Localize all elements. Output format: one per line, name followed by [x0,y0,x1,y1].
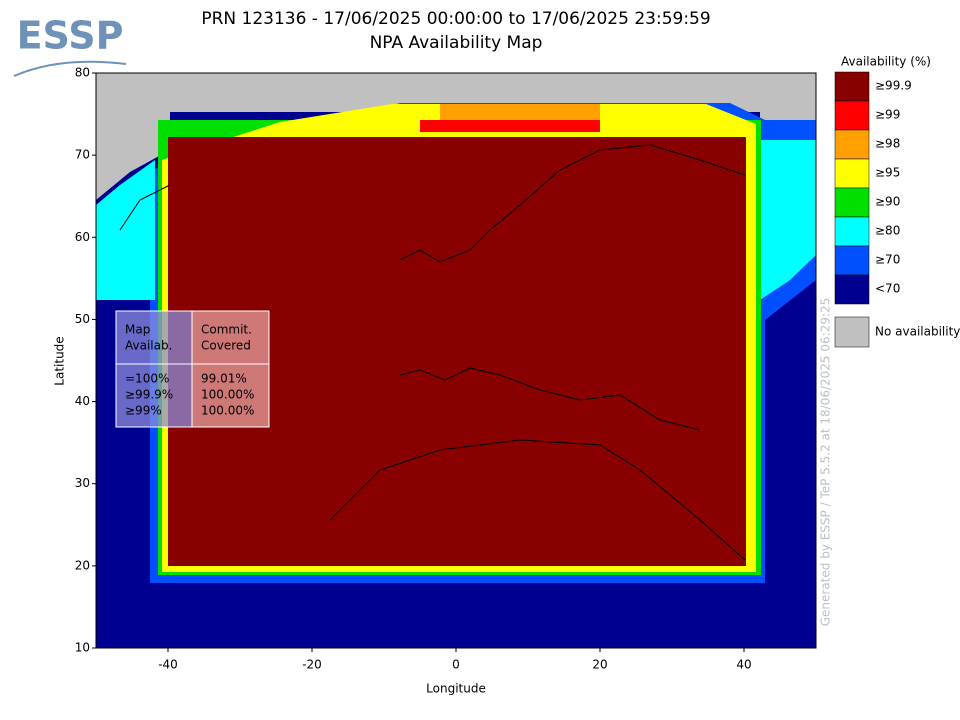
legend-label: ≥70 [875,253,900,267]
legend-swatch [834,71,870,102]
legend-label: <70 [875,282,900,296]
legend-swatch [834,274,870,305]
table-value: ≥99% [125,404,162,418]
table-header: Covered [201,339,251,353]
logo: ESSP [17,14,124,58]
y-axis-label: Latitude [53,336,67,385]
table-header: Commit. [201,323,252,337]
legend-label: ≥99.9 [875,79,912,93]
legend-label: No availability [875,325,960,339]
x-tick-label: 20 [592,658,607,672]
legend-swatch [834,129,870,160]
legend-title: Availability (%) [841,55,931,69]
credit: Generated by ESSP / TeP 5.5.2 at 18/06/2… [819,298,833,627]
legend-swatch [834,316,870,348]
table-value: 100.00% [201,388,254,402]
legend-label: ≥95 [875,166,900,180]
logo-swoosh [13,60,127,77]
x-tick-label: -40 [158,658,178,672]
legend-label: ≥99 [875,108,900,122]
table-value: =100% [125,372,169,386]
table-header: Map [125,323,150,337]
y-tick-label: 50 [75,312,90,326]
y-tick-label: 40 [75,394,90,408]
table-cell [191,310,270,428]
y-tick-label: 20 [75,558,90,572]
legend-swatch [834,158,870,189]
x-tick-label: -20 [302,658,322,672]
table-value: ≥99.9% [125,388,173,402]
y-tick-label: 30 [75,476,90,490]
table-cell [115,310,193,428]
x-axis-label: Longitude [426,682,486,696]
legend-swatch [834,216,870,247]
legend-label: ≥98 [875,137,900,151]
band-98 [440,104,600,120]
table-header: Availab. [125,339,172,353]
table-value: 100.00% [201,404,254,418]
table-value: 99.01% [201,372,247,386]
legend-label: ≥80 [875,224,900,238]
y-tick-label: 60 [75,230,90,244]
y-tick-label: 10 [75,641,90,655]
x-tick-label: 40 [736,658,751,672]
legend-swatch [834,245,870,276]
legend-label: ≥90 [875,195,900,209]
band-99 [420,120,600,132]
legend-swatch [834,100,870,131]
chart-title: PRN 123136 - 17/06/2025 00:00:00 to 17/0… [201,9,710,29]
y-tick-label: 80 [75,66,90,80]
chart-subtitle: NPA Availability Map [370,33,543,53]
legend-swatch [834,187,870,218]
coastline [119,144,746,561]
x-tick-label: 0 [452,658,460,672]
y-tick-label: 70 [75,148,90,162]
